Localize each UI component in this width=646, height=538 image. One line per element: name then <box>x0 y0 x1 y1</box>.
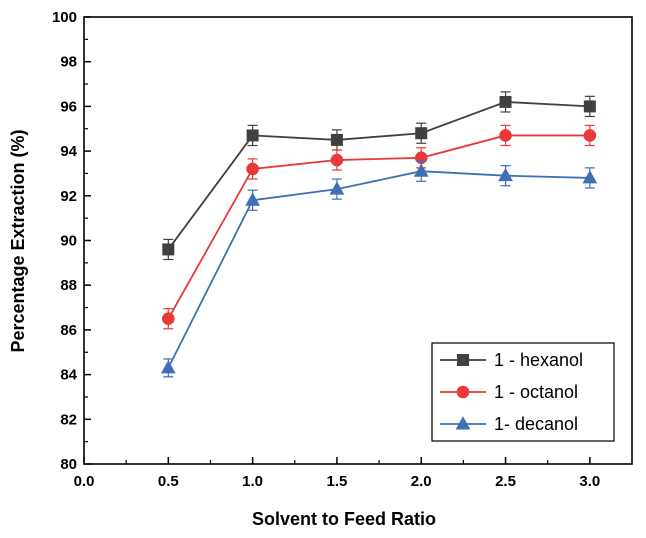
x-tick-label: 1.0 <box>242 473 263 490</box>
data-point <box>329 181 345 195</box>
series-line <box>167 134 590 320</box>
data-point <box>582 170 598 184</box>
y-tick-label: 84 <box>60 367 77 384</box>
data-point <box>499 95 512 108</box>
y-tick-label: 80 <box>60 456 77 473</box>
y-tick-label: 94 <box>60 143 77 160</box>
x-axis: 0.0 0.5 1.0 1.5 2.0 2.5 3.0 <box>74 457 600 490</box>
series-1-decanol <box>160 160 598 378</box>
y-tick-label: 86 <box>60 322 77 339</box>
legend: 1 - hexanol 1 - octanol 1- decanol <box>431 342 615 442</box>
data-point <box>245 192 260 206</box>
y-tick-label: 96 <box>60 98 77 115</box>
legend-label: 1 - octanol <box>494 382 578 402</box>
y-tick-label: 98 <box>60 54 77 71</box>
legend-label: 1- decanol <box>494 414 578 434</box>
data-point <box>583 129 597 142</box>
x-tick-label: 3.0 <box>579 473 600 490</box>
x-tick-label: 1.5 <box>326 473 347 490</box>
y-tick-label: 92 <box>60 188 77 205</box>
y-tick-label: 88 <box>60 277 77 294</box>
y-tick-label: 82 <box>60 411 77 428</box>
legend-marker <box>455 416 471 430</box>
data-point <box>330 133 343 146</box>
data-point <box>498 167 513 182</box>
series-1-hexanol <box>162 91 596 261</box>
series-line <box>167 170 590 369</box>
data-point <box>583 100 596 113</box>
legend-marker <box>456 385 470 399</box>
x-axis-title: Solvent to Feed Ratio <box>252 509 436 529</box>
series-layer <box>160 91 598 378</box>
x-tick-label: 0.0 <box>74 473 95 490</box>
data-point <box>162 243 175 256</box>
x-tick-label: 2.0 <box>411 473 432 490</box>
y-tick-label: 90 <box>60 233 77 250</box>
data-point <box>499 129 512 142</box>
legend-label: 1 - hexanol <box>494 350 583 370</box>
series-line <box>167 101 590 250</box>
x-tick-label: 0.5 <box>158 473 179 490</box>
legend-marker <box>457 354 469 366</box>
data-point <box>415 127 428 140</box>
x-tick-label: 2.5 <box>495 473 516 490</box>
data-point <box>160 360 176 374</box>
data-point <box>162 312 175 326</box>
y-axis: 80 82 84 86 88 90 92 94 96 98 100 <box>52 9 91 473</box>
y-tick-label: 100 <box>52 9 77 26</box>
data-point <box>330 153 344 167</box>
data-point <box>246 162 259 176</box>
data-point <box>413 163 429 177</box>
series-1-octanol <box>162 124 597 330</box>
data-point <box>246 129 259 142</box>
y-axis-title: Percentage Extraction (%) <box>8 129 28 352</box>
